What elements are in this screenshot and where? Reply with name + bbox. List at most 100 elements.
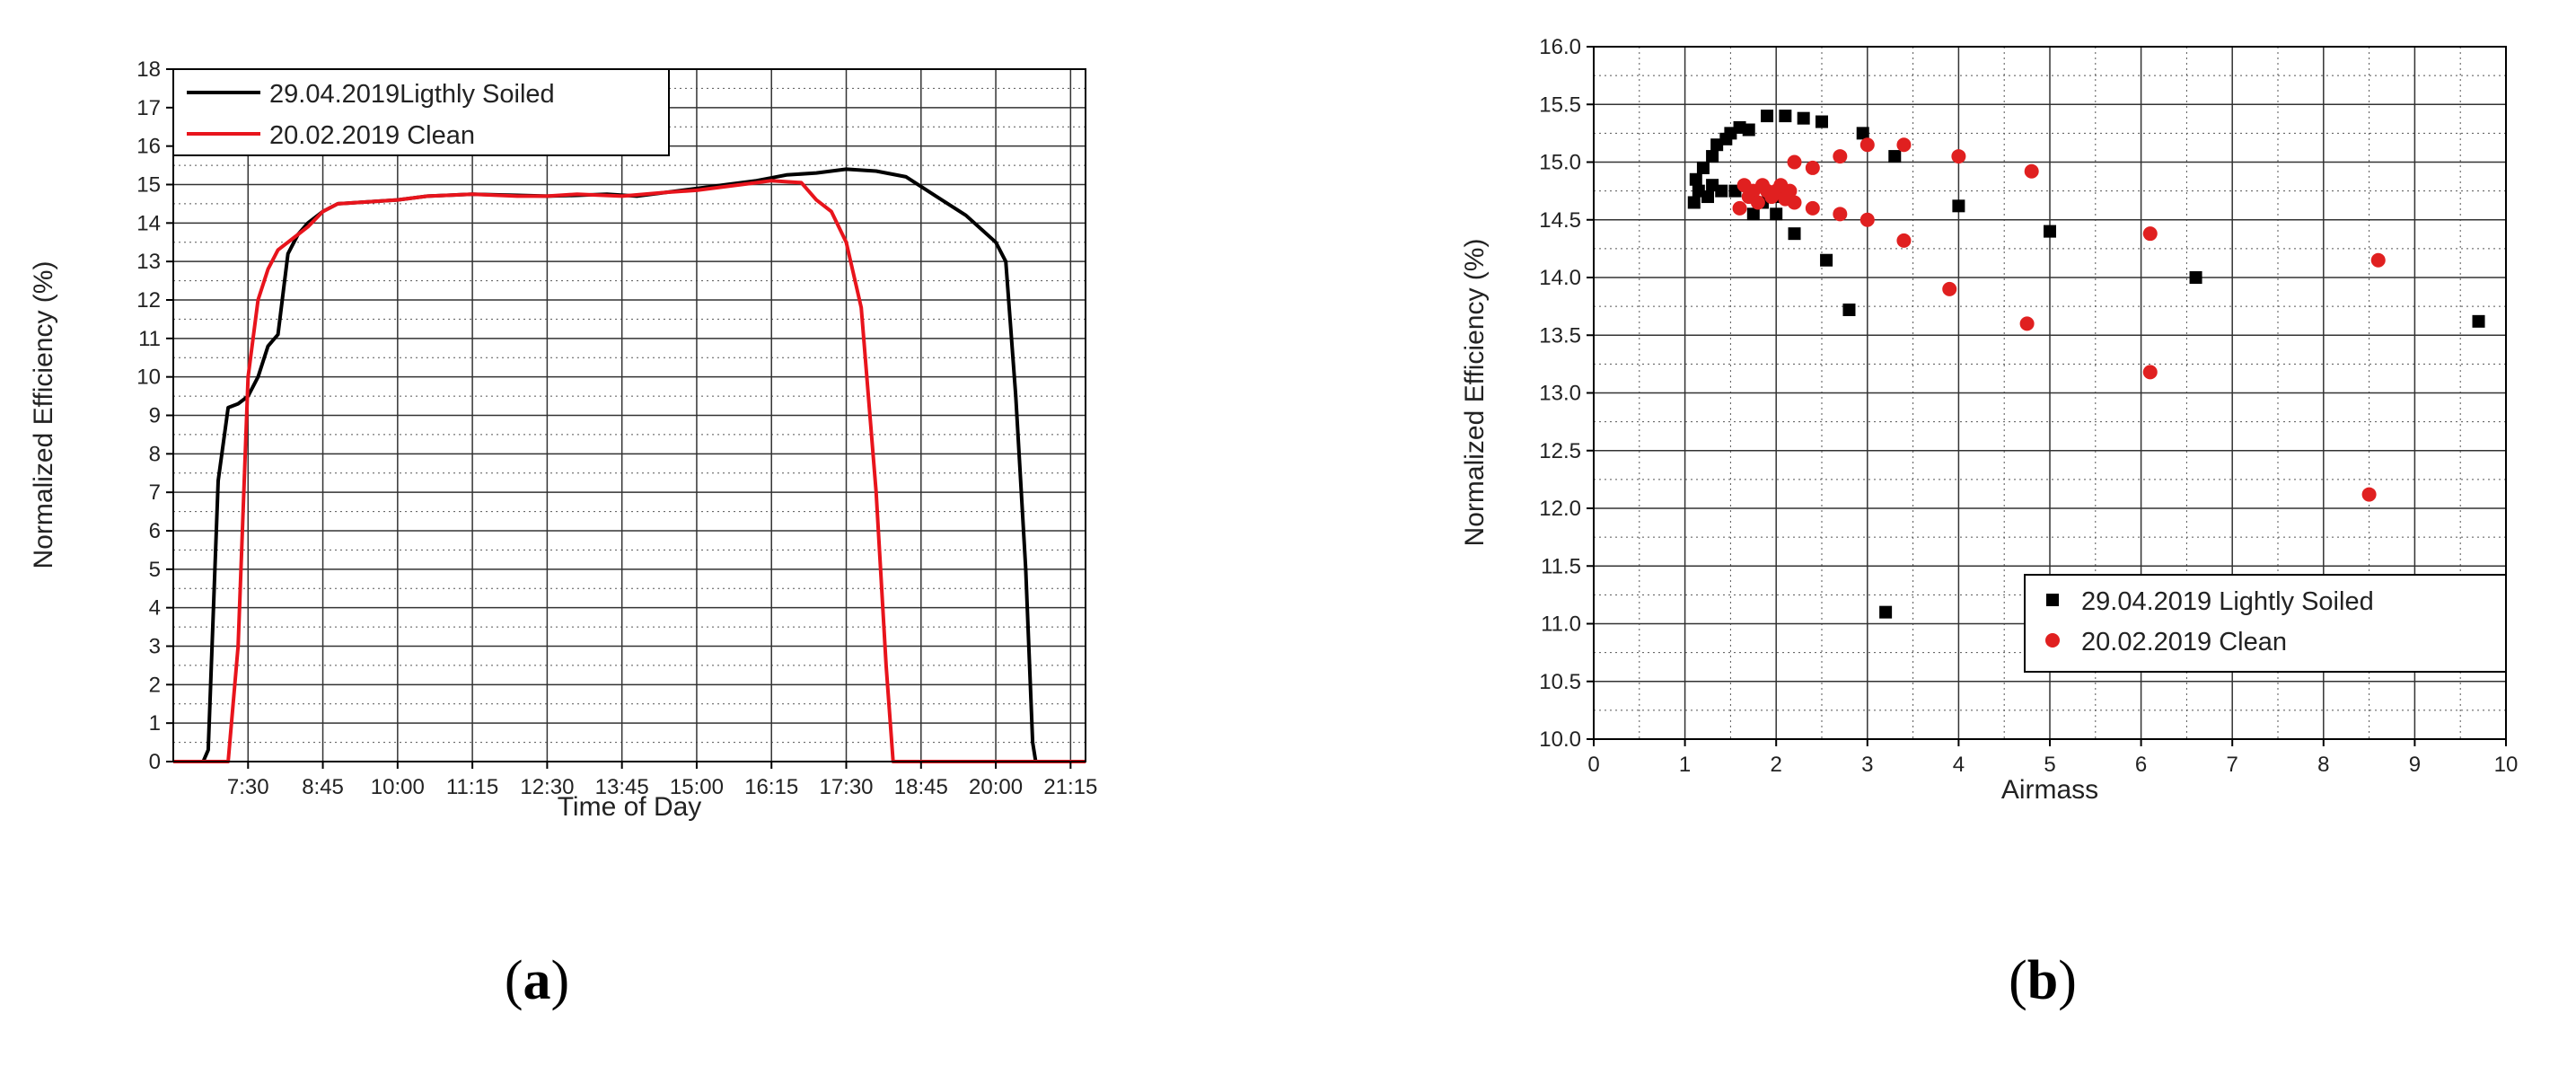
chart-a-x-tick-label: 12:30 — [520, 775, 574, 799]
chart-b-point-soiled — [1696, 161, 1710, 174]
chart-b-point-soiled — [2044, 225, 2056, 238]
panel-label-a: (a) — [505, 950, 569, 1011]
chart-b-point-clean — [2361, 487, 2377, 502]
chart-b-legend-box — [2024, 574, 2507, 673]
chart-a-legend-label-soiled: 29.04.2019Ligthly Soiled — [269, 80, 555, 109]
chart-a-y-axis-label: Normalized Efficiency (%) — [29, 261, 58, 569]
chart-b-point-clean — [2370, 252, 2386, 268]
panel-label-a-close: ) — [551, 950, 570, 1011]
chart-a-x-axis-label: Time of Day — [558, 792, 702, 822]
panel-label-a-letter: a — [523, 950, 551, 1011]
chart-b-point-clean — [1951, 149, 1966, 164]
chart-a-y-tick-label: 14 — [136, 211, 161, 235]
chart-b-point-soiled — [1701, 190, 1714, 204]
chart-b-point-soiled — [1788, 227, 1801, 241]
chart-a-y-tick-label: 0 — [149, 750, 161, 774]
chart-b-point-soiled — [1689, 172, 1702, 186]
chart-b-y-tick-label: 15.5 — [1539, 93, 1581, 117]
chart-b-x-tick-label: 2 — [1771, 753, 1782, 777]
chart-b-y-axis-label: Normalized Efficiency (%) — [1460, 239, 1490, 547]
chart-b-y-tick-label: 14.0 — [1539, 266, 1581, 290]
chart-b-point-clean — [2142, 365, 2158, 380]
panel-label-b: (b) — [2009, 950, 2077, 1011]
chart-b-point-soiled — [1779, 110, 1792, 123]
chart-a-y-tick-label: 10 — [136, 366, 161, 390]
chart-a-x-tick-label: 8:45 — [302, 775, 344, 799]
chart-a-legend: 29.04.2019Ligthly Soiled 20.02.2019 Clea… — [172, 68, 670, 156]
chart-b-point-clean — [1787, 195, 1802, 210]
chart-b-point-soiled — [1742, 123, 1755, 137]
chart-b-y-tick-label: 11.5 — [1541, 554, 1581, 578]
chart-a-y-tick-label: 11 — [138, 327, 161, 351]
chart-b-y-tick-label: 10.0 — [1539, 727, 1581, 752]
panel-label-b-letter: b — [2027, 950, 2058, 1011]
chart-a-x-tick-label: 10:00 — [371, 775, 425, 799]
chart-a-x-tick-label: 18:45 — [894, 775, 948, 799]
chart-a-x-tick-label: 16:15 — [744, 775, 798, 799]
chart-b-x-tick-label: 9 — [2409, 753, 2421, 777]
chart-b-point-clean — [1805, 160, 1820, 175]
chart-a-y-tick-label: 2 — [149, 673, 161, 697]
chart-b-point-clean — [2019, 316, 2035, 331]
chart-b-legend: 29.04.2019 Lightly Soiled 20.02.2019 Cle… — [2024, 574, 2507, 673]
chart-b-x-tick-label: 6 — [2135, 753, 2147, 777]
chart-a-series-line-clean — [173, 179, 1086, 763]
chart-b-y-tick-label: 15.0 — [1539, 151, 1581, 175]
chart-b-series-soiled — [1687, 110, 2485, 619]
chart-a-x-tick-label: 11:15 — [446, 775, 498, 799]
chart-b-point-soiled — [2472, 314, 2485, 328]
chart-b-x-tick-label: 0 — [1587, 753, 1599, 777]
chart-a-y-tick-label: 1 — [149, 711, 161, 736]
chart-a-y-tick-label: 9 — [149, 404, 161, 428]
chart-a-x-tick-label: 15:00 — [670, 775, 724, 799]
chart-b-y-tick-label: 11.0 — [1541, 612, 1581, 637]
chart-b-point-soiled — [1687, 196, 1701, 209]
chart-a-y-tick-label: 18 — [136, 57, 161, 82]
chart-b-x-tick-label: 10 — [2494, 753, 2519, 777]
chart-b-y-tick-label: 16.0 — [1539, 35, 1581, 59]
chart-b-point-clean — [1782, 183, 1798, 198]
chart-a-y-tick-label: 7 — [149, 480, 161, 505]
chart-b-y-tick-label: 13.5 — [1539, 323, 1581, 348]
chart-a-legend-label-clean: 20.02.2019 Clean — [269, 121, 475, 150]
chart-b-point-clean — [1787, 154, 1802, 170]
chart-b-point-soiled — [2189, 271, 2202, 284]
chart-a-y-tick-label: 17 — [136, 96, 161, 120]
chart-b-x-tick-label: 3 — [1861, 753, 1873, 777]
chart-b-y-tick-label: 14.5 — [1539, 208, 1581, 233]
chart-b-legend-label-clean: 20.02.2019 Clean — [2081, 628, 2287, 656]
chart-a-x-tick-label: 13:45 — [595, 775, 649, 799]
chart-b-point-soiled — [1816, 115, 1828, 128]
chart-b-x-tick-label: 1 — [1679, 753, 1691, 777]
chart-b-point-clean — [2142, 226, 2158, 242]
chart-b-point-soiled — [1856, 127, 1869, 140]
chart-b-x-tick-label: 7 — [2227, 753, 2238, 777]
chart-b-point-soiled — [1797, 111, 1810, 125]
chart-b-point-clean — [1896, 233, 1912, 248]
chart-b-legend-label-soiled: 29.04.2019 Lightly Soiled — [2081, 587, 2374, 616]
chart-a-y-tick-label: 13 — [136, 250, 161, 274]
chart-a-x-tick-label: 17:30 — [819, 775, 873, 799]
chart-a-y-tick-label: 12 — [136, 288, 161, 313]
chart-a-legend-box — [172, 68, 670, 156]
chart-b-point-soiled — [1952, 199, 1965, 213]
chart-a-x-tick-label: 20:00 — [969, 775, 1023, 799]
chart-b-point-clean — [1896, 137, 1912, 153]
chart-b-point-soiled — [1746, 207, 1760, 221]
chart-b-legend-marker-soiled — [2046, 594, 2059, 606]
chart-a-x-tick-label: 7:30 — [227, 775, 269, 799]
chart-b-point-clean — [2024, 163, 2039, 179]
chart-a-y-tick-label: 5 — [149, 558, 161, 582]
chart-b-point-clean — [1859, 212, 1875, 227]
chart-b-legend-marker-clean — [2045, 633, 2060, 648]
chart-b-x-axis-label: Airmass — [2001, 775, 2098, 805]
chart-b-y-tick-label: 12.0 — [1539, 497, 1581, 521]
chart-b-point-soiled — [1842, 303, 1856, 316]
chart-b-point-soiled — [1706, 150, 1719, 163]
chart-a-y-tick-label: 3 — [149, 635, 161, 659]
panel-label-b-close: ) — [2058, 950, 2077, 1011]
chart-b-point-clean — [1750, 195, 1765, 210]
chart-b-point-soiled — [1770, 207, 1783, 221]
